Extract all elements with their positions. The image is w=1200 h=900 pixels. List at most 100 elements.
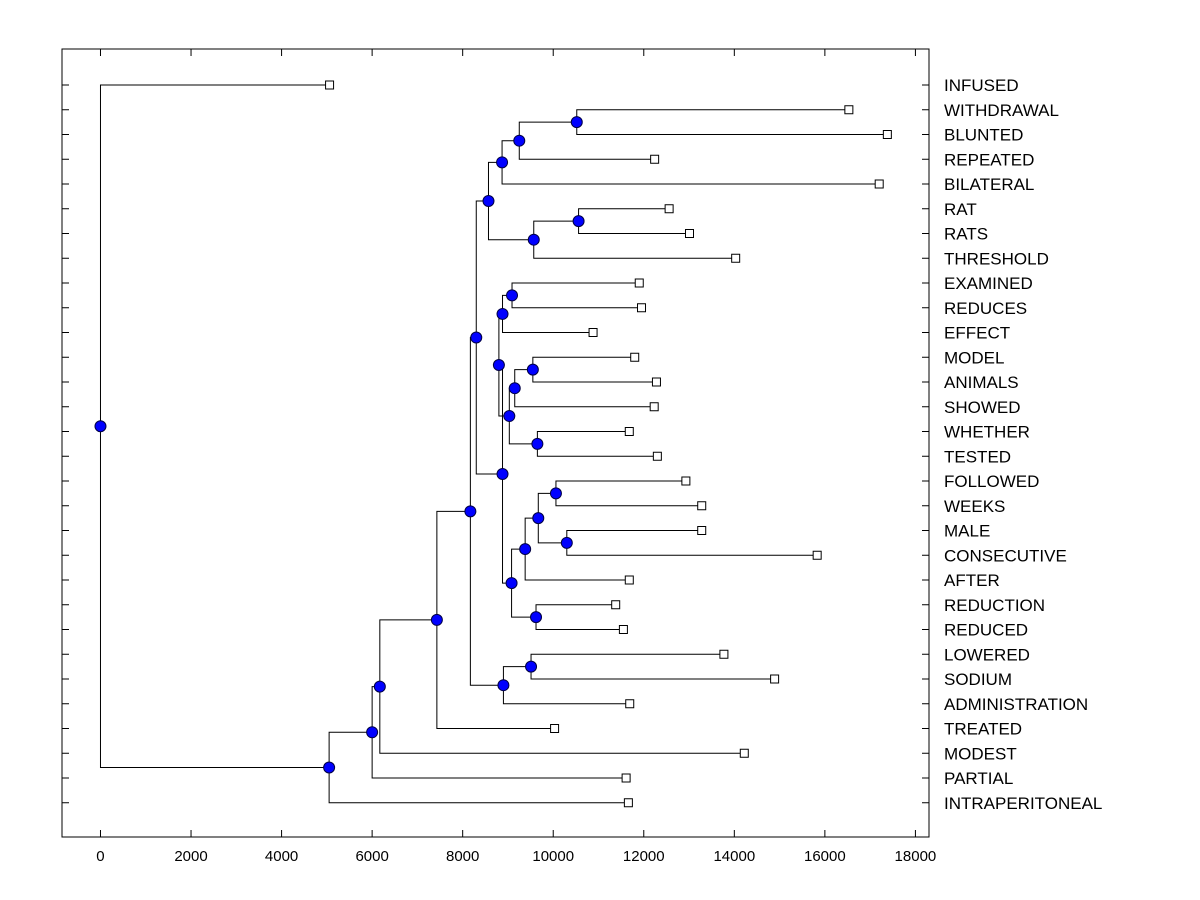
leaf-marker: [664, 204, 674, 214]
leaf-label: RATS: [944, 225, 988, 244]
dendrogram-link: [379, 619, 745, 754]
merge-node: [482, 195, 495, 208]
leaf-marker: [588, 328, 598, 337]
leaf-marker: [731, 253, 741, 263]
leaf-label: RAT: [944, 200, 977, 219]
leaf-label: WEEKS: [944, 497, 1005, 516]
leaf-label: SHOWED: [944, 398, 1021, 417]
leaf-label: ADMINISTRATION: [944, 695, 1088, 714]
leaf-label: EXAMINED: [944, 274, 1033, 293]
merge-node: [532, 512, 545, 525]
leaf-marker: [719, 649, 729, 659]
leaf-marker: [623, 798, 633, 808]
leaf-label: REDUCTION: [944, 596, 1045, 615]
leaf-label: REDUCES: [944, 299, 1027, 318]
dendrogram-link: [535, 604, 624, 630]
leaf-label: MODEST: [944, 744, 1017, 763]
merge-node: [560, 536, 573, 549]
leaf-label: TESTED: [944, 447, 1011, 466]
x-tick-label: 16000: [804, 848, 846, 865]
dendrogram-link: [502, 666, 630, 705]
leaf-label: REDUCED: [944, 621, 1028, 640]
leaf-label: LOWERED: [944, 645, 1030, 664]
merge-node: [496, 156, 509, 169]
leaf-marker: [651, 377, 661, 387]
leaf-label: BILATERAL: [944, 175, 1034, 194]
merge-node: [531, 437, 544, 450]
merge-node: [508, 382, 521, 395]
merge-node: [496, 307, 509, 320]
merge-node: [497, 679, 510, 692]
leaf-label: MODEL: [944, 348, 1004, 367]
dendrogram-link: [99, 84, 330, 769]
x-tick-label: 12000: [623, 848, 665, 865]
leaf-label: REPEATED: [944, 150, 1034, 169]
merge-node: [464, 505, 477, 518]
x-tick-label: 2000: [174, 848, 207, 865]
leaf-label: PARTIAL: [944, 769, 1013, 788]
merge-node: [505, 577, 518, 590]
dendrogram-link: [511, 282, 642, 309]
dendrogram-links: [99, 84, 888, 804]
leaf-label: CONSECUTIVE: [944, 546, 1067, 565]
merge-node: [525, 660, 538, 673]
leaf-marker: [624, 575, 634, 585]
dendrogram-link: [487, 161, 534, 241]
leaf-label: SODIUM: [944, 670, 1012, 689]
merge-node: [527, 233, 540, 246]
leaf-label: TREATED: [944, 720, 1022, 739]
leaf-marker: [697, 501, 707, 511]
merge-node: [519, 543, 532, 556]
merge-node: [530, 611, 543, 624]
leaf-label: THRESHOLD: [944, 249, 1049, 268]
x-axis-ticks: 0 2000 4000 6000 8000 10000 12000 14000 16000 180…: [96, 49, 936, 865]
leaf-label: INFUSED: [944, 76, 1019, 95]
leaf-marker: [739, 748, 749, 758]
x-tick-label: 14000: [713, 848, 755, 865]
merge-node: [506, 289, 519, 302]
dendrogram-link: [530, 653, 775, 680]
dendrogram-link: [536, 431, 658, 457]
leaf-marker: [611, 600, 621, 610]
x-tick-label: 0: [96, 848, 104, 865]
leaf-marker: [325, 80, 335, 90]
leaf-marker: [874, 179, 884, 189]
dendrogram-link: [502, 294, 594, 333]
dendrogram-link: [566, 530, 818, 556]
leaf-marker: [637, 303, 647, 313]
leaf-marker: [625, 699, 635, 709]
dendrogram-link: [501, 140, 880, 185]
leaf-marker: [550, 724, 560, 733]
merge-node: [323, 761, 336, 774]
merge-node: [430, 613, 443, 626]
x-tick-label: 8000: [446, 848, 479, 865]
leaf-marker: [652, 451, 662, 461]
leaf-labels: INFUSED WITHDRAWAL BLUNTED REPEATED BILATERA…: [944, 76, 1102, 813]
leaf-marker: [882, 130, 892, 139]
leaf-label: MALE: [944, 522, 990, 541]
leaf-marker: [624, 427, 634, 436]
dendrogram-link: [514, 369, 655, 408]
leaf-label: INTRAPERITONEAL: [944, 794, 1102, 813]
leaf-marker: [681, 476, 691, 486]
leaf-label: FOLLOWED: [944, 472, 1039, 491]
merge-nodes: [94, 116, 585, 774]
dendrogram-link: [533, 220, 736, 259]
merge-node: [492, 358, 505, 371]
merge-node: [570, 116, 583, 129]
dendrogram-link: [328, 731, 629, 804]
leaf-marker: [812, 550, 822, 560]
merge-node: [94, 420, 107, 433]
leaf-marker: [634, 278, 644, 288]
merge-node: [373, 680, 386, 693]
leaf-label: BLUNTED: [944, 126, 1023, 145]
leaf-label: EFFECT: [944, 324, 1010, 343]
leaf-label: WITHDRAWAL: [944, 101, 1059, 120]
y-axis-ticks: [62, 84, 929, 804]
leaf-marker: [630, 352, 640, 362]
merge-node: [572, 215, 585, 228]
x-tick-label: 10000: [532, 848, 574, 865]
merge-node: [549, 487, 562, 500]
leaf-label: ANIMALS: [944, 373, 1019, 392]
merge-node: [513, 134, 526, 147]
